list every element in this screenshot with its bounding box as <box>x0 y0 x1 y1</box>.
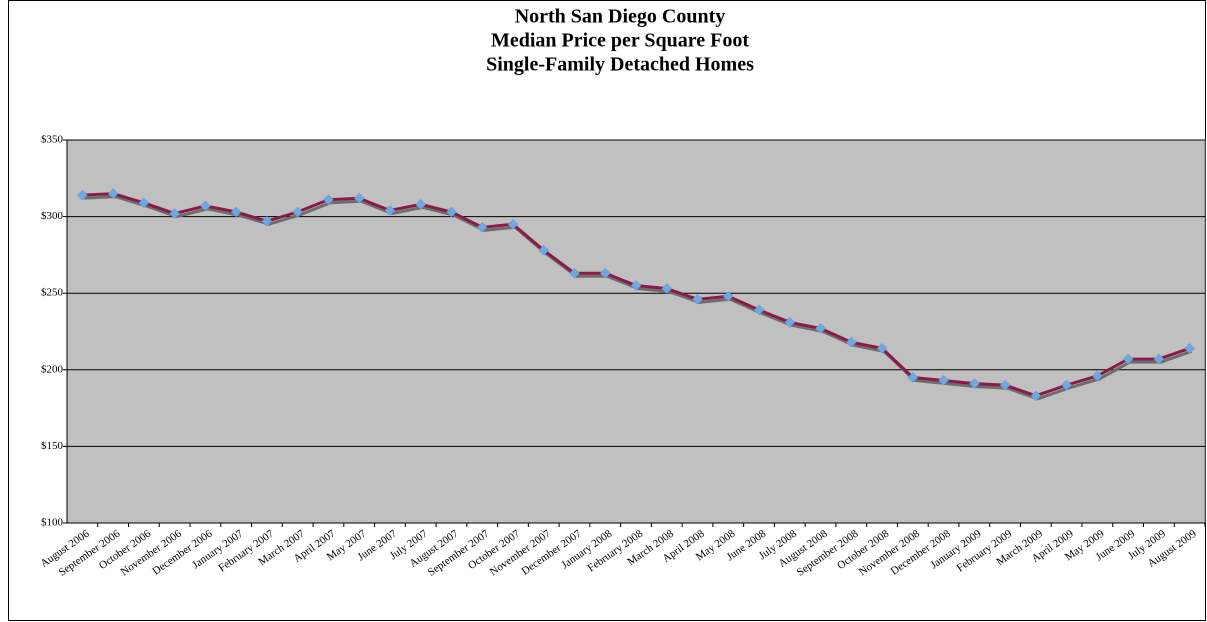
data-marker <box>292 206 304 218</box>
data-marker <box>507 218 519 230</box>
data-marker <box>230 206 242 218</box>
data-marker <box>323 194 334 206</box>
data-marker <box>661 283 673 294</box>
data-marker <box>907 372 919 383</box>
plot-area <box>66 139 1206 524</box>
chart-title: North San Diego County <box>515 6 726 28</box>
data-marker <box>845 336 857 348</box>
y-tick-label: $100 <box>41 517 64 529</box>
chart-title: Median Price per Square Foot <box>491 30 749 52</box>
data-marker <box>538 244 550 256</box>
data-marker <box>569 267 580 279</box>
y-tick-label: $200 <box>41 363 64 375</box>
data-marker <box>938 375 949 386</box>
data-marker <box>77 189 88 201</box>
data-marker <box>1122 353 1134 365</box>
data-marker <box>446 206 457 218</box>
data-marker <box>476 221 488 233</box>
y-tick-label: $250 <box>41 287 64 299</box>
data-marker <box>1091 370 1103 382</box>
data-marker <box>1184 342 1195 354</box>
chart-title: Single-Family Detached Homes <box>486 54 754 76</box>
data-marker <box>107 188 119 199</box>
data-marker <box>753 304 765 316</box>
data-marker <box>599 267 611 279</box>
data-marker <box>815 323 826 334</box>
y-tick-label: $350 <box>41 134 64 146</box>
data-marker <box>876 342 888 354</box>
data-marker <box>169 208 181 219</box>
data-marker <box>692 293 703 305</box>
data-marker <box>200 200 211 212</box>
data-marker <box>968 378 980 389</box>
data-marker <box>353 192 365 204</box>
data-marker <box>138 197 150 209</box>
data-marker <box>1061 379 1072 391</box>
data-marker <box>384 205 396 216</box>
data-marker <box>1030 390 1042 402</box>
y-tick-label: $300 <box>41 210 64 222</box>
data-marker <box>1153 353 1165 365</box>
y-tick-label: $150 <box>41 440 64 452</box>
data-marker <box>415 198 427 210</box>
data-marker <box>999 379 1011 391</box>
data-marker <box>630 280 642 291</box>
data-marker <box>722 290 734 302</box>
data-marker <box>261 215 273 227</box>
data-marker <box>784 316 796 328</box>
